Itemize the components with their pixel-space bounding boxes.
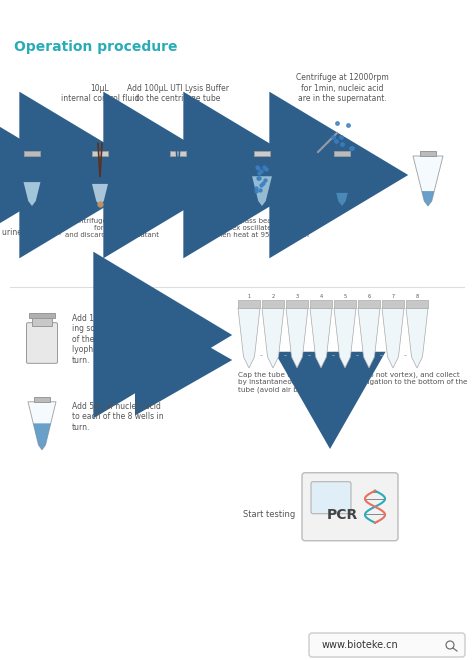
Text: 3: 3 xyxy=(295,294,299,298)
Polygon shape xyxy=(336,193,348,206)
FancyBboxPatch shape xyxy=(309,633,465,657)
Bar xyxy=(32,318,52,326)
Text: Start testing: Start testing xyxy=(243,510,295,519)
Text: Cap the tube tightly, mix by hand (do not vortex), and collect
by instantaneous : Cap the tube tightly, mix by hand (do no… xyxy=(238,372,467,393)
Bar xyxy=(170,151,186,156)
Polygon shape xyxy=(310,308,332,368)
FancyBboxPatch shape xyxy=(27,323,57,364)
Polygon shape xyxy=(28,402,56,449)
Polygon shape xyxy=(358,308,380,368)
Text: 5: 5 xyxy=(344,294,346,298)
Text: Add 5μL of nucleic acid
to each of the 8 wells in
turn.: Add 5μL of nucleic acid to each of the 8… xyxy=(72,402,164,432)
Text: 1mL
urine specimen: 1mL urine specimen xyxy=(2,218,62,238)
Bar xyxy=(382,300,404,308)
Polygon shape xyxy=(238,308,260,368)
Bar xyxy=(24,151,40,156)
Bar xyxy=(420,151,436,156)
Text: Centrifuge at 12000rpm
for 10min,
and discarded supernatant: Centrifuge at 12000rpm for 10min, and di… xyxy=(65,218,159,238)
Polygon shape xyxy=(247,156,277,206)
Polygon shape xyxy=(327,156,357,206)
Text: Operation procedure: Operation procedure xyxy=(14,40,177,54)
Bar xyxy=(406,300,428,308)
Text: Add 100μL UTI Lysis Buffer
to the centrifuge tube: Add 100μL UTI Lysis Buffer to the centri… xyxy=(127,84,229,103)
Text: 10μL
internal control fluid: 10μL internal control fluid xyxy=(61,84,139,103)
Text: 2: 2 xyxy=(272,294,274,298)
Polygon shape xyxy=(382,308,404,368)
Text: 7: 7 xyxy=(392,294,394,298)
Polygon shape xyxy=(92,184,108,206)
Bar xyxy=(310,300,332,308)
Bar xyxy=(334,300,356,308)
FancyBboxPatch shape xyxy=(302,473,398,541)
Text: 8: 8 xyxy=(415,294,419,298)
Text: Pour the glass beads into tube ,
vortex oscillate for 2min,
then heat at 95℃ for: Pour the glass beads into tube , vortex … xyxy=(207,218,318,238)
Polygon shape xyxy=(17,156,47,206)
Text: Add 15μL of UTI dissolv-
ing solution to each well
of the eight tubes of
lyophil: Add 15μL of UTI dissolv- ing solution to… xyxy=(72,314,165,364)
Polygon shape xyxy=(413,156,443,206)
Polygon shape xyxy=(163,156,193,206)
Polygon shape xyxy=(406,308,428,368)
Polygon shape xyxy=(33,423,51,449)
Bar xyxy=(286,300,308,308)
Bar xyxy=(238,300,260,308)
Polygon shape xyxy=(262,308,284,368)
Polygon shape xyxy=(24,182,40,206)
Text: 6: 6 xyxy=(367,294,371,298)
Bar xyxy=(34,397,50,402)
Polygon shape xyxy=(422,191,434,206)
Bar xyxy=(334,151,350,156)
Polygon shape xyxy=(85,156,115,206)
Polygon shape xyxy=(286,308,308,368)
Text: PCR: PCR xyxy=(327,508,357,522)
Text: 4: 4 xyxy=(319,294,323,298)
Text: Centrifuge at 12000rpm
for 1min, nucleic acid
are in the supernatant.: Centrifuge at 12000rpm for 1min, nucleic… xyxy=(296,73,388,103)
FancyBboxPatch shape xyxy=(311,482,351,513)
Bar xyxy=(254,151,270,156)
Bar xyxy=(29,313,55,318)
Polygon shape xyxy=(334,308,356,368)
Bar xyxy=(262,300,284,308)
Bar xyxy=(358,300,380,308)
Text: www.bioteke.cn: www.bioteke.cn xyxy=(322,640,399,650)
Polygon shape xyxy=(252,176,272,206)
Text: 1: 1 xyxy=(247,294,251,298)
Bar xyxy=(92,151,108,156)
